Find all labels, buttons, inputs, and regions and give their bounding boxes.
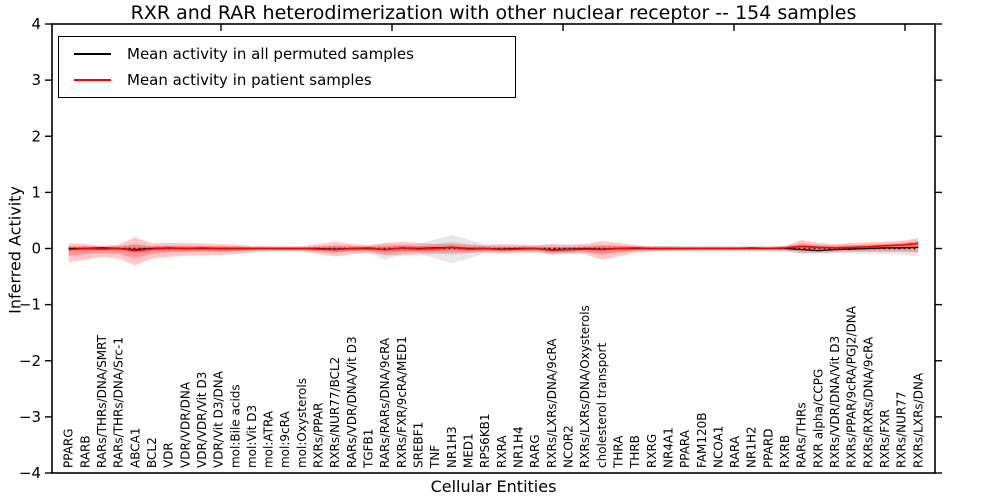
legend-item-patient: Mean activity in patient samples — [74, 71, 515, 89]
y-tick-label: −4 — [19, 464, 41, 482]
x-tick-label: mol:Oxysterols — [295, 378, 309, 468]
x-tick-label: RXRs/PPAR — [312, 403, 326, 468]
x-tick-label: RXRB — [778, 435, 792, 468]
x-tick-label: cholesterol transport — [595, 342, 609, 468]
y-tick-label: −2 — [19, 352, 41, 370]
x-tick-label: PPARG — [62, 428, 76, 468]
x-tick-label: RARB — [78, 435, 92, 468]
x-tick-label: SREBF1 — [412, 422, 426, 468]
x-tick-label: RXRs/LXRs/DNA/9cRA — [545, 338, 559, 468]
x-tick-label: TNF — [428, 445, 442, 469]
y-tick-label: 4 — [31, 15, 41, 33]
legend-item-permuted: Mean activity in all permuted samples — [74, 45, 515, 63]
x-tick-label: mol:Bile acids — [228, 384, 242, 468]
x-tick-label: RXRs/NUR77 — [895, 391, 909, 468]
x-tick-label: mol:Vit D3 — [245, 405, 259, 468]
y-tick-label: 2 — [31, 127, 41, 145]
y-tick-label: −3 — [19, 408, 41, 426]
legend-line-sample-patient — [74, 78, 111, 82]
x-tick-label: VDR/VDR/Vit D3 — [195, 372, 209, 468]
y-tick-label: 3 — [31, 71, 41, 89]
x-tick-label: VDR/VDR/DNA — [178, 381, 192, 468]
x-tick-label: RXRs/LXRs/DNA — [911, 372, 925, 468]
x-tick-label: THRB — [628, 435, 642, 469]
x-tick-label: RXRs/LXRs/DNA/Oxysterols — [578, 305, 592, 468]
x-tick-label: RARs/THRs/DNA/SMRT — [95, 334, 109, 468]
x-tick-label: THRA — [611, 435, 625, 469]
legend-label-patient: Mean activity in patient samples — [127, 71, 372, 89]
x-tick-label: RPS6KB1 — [478, 413, 492, 468]
x-tick-label: BCL2 — [145, 437, 159, 468]
x-tick-label: ABCA1 — [128, 428, 142, 468]
x-tick-label: RXRs/RXRs/DNA/9cRA — [861, 336, 875, 468]
x-tick-label: RARG — [528, 434, 542, 468]
x-axis-label: Cellular Entities — [430, 477, 557, 496]
x-tick-label: RXRs/FXR/9cRA/MED1 — [395, 336, 409, 468]
x-tick-label: VDR — [162, 442, 176, 468]
x-tick-label: PPARA — [678, 429, 692, 468]
x-tick-label: RXR alpha/CCPG — [811, 369, 825, 468]
x-tick-label: RARA — [728, 435, 742, 468]
x-tick-label: TGFB1 — [362, 429, 376, 469]
x-tick-label: NCOA1 — [711, 426, 725, 468]
x-tick-label: NR1H2 — [745, 426, 759, 468]
x-tick-label: RARs/VDR/DNA/Vit D3 — [345, 336, 359, 468]
x-tick-label: RXRs/FXR — [878, 409, 892, 468]
y-tick-label: −1 — [19, 296, 41, 314]
x-tick-label: VDR/Vit D3/DNA — [212, 370, 226, 468]
x-tick-label: PPARD — [761, 429, 775, 469]
y-axis-label: Inferred Activity — [5, 186, 25, 314]
x-tick-label: RARs/THRs — [795, 402, 809, 468]
x-tick-label: RXRs/NUR77/BCL2 — [328, 357, 342, 468]
x-tick-label: RXRs/VDR/DNA/Vit D3 — [828, 336, 842, 468]
y-tick-label: 0 — [31, 240, 41, 258]
x-tick-label: FAM120B — [695, 413, 709, 469]
y-tick-label: 1 — [31, 183, 41, 201]
x-tick-label: mol:ATRA — [262, 410, 276, 468]
x-tick-label: NCOR2 — [561, 425, 575, 468]
x-tick-label: RXRs/PPAR/9cRA/PGJ2/DNA — [845, 305, 859, 468]
x-tick-label: MED1 — [462, 433, 476, 468]
x-tick-label: RARs/THRs/DNA/Src-1 — [112, 337, 126, 468]
chart-title: RXR and RAR heterodimerization with othe… — [130, 2, 857, 24]
legend-line-sample-permuted — [74, 52, 111, 56]
legend: Mean activity in all permuted samples Me… — [58, 36, 516, 98]
x-tick-label: RARs/RARs/DNA/9cRA — [378, 337, 392, 468]
patient-mean-line — [68, 242, 919, 252]
x-tick-label: NR1H4 — [511, 426, 525, 468]
legend-label-permuted: Mean activity in all permuted samples — [127, 45, 414, 63]
x-tick-label: mol:9cRA — [278, 411, 292, 468]
x-tick-label: NR1H3 — [445, 426, 459, 468]
patient-band-outer — [68, 237, 919, 266]
x-tick-label: NR4A1 — [661, 427, 675, 468]
x-tick-label: RXRA — [495, 435, 509, 468]
x-tick-label: RXRG — [645, 434, 659, 468]
